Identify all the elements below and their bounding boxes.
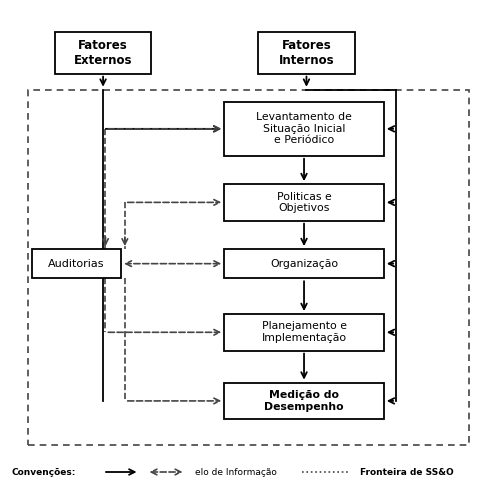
Text: Planejamento e
Implementação: Planejamento e Implementação (262, 321, 347, 343)
FancyBboxPatch shape (55, 32, 151, 73)
Text: Fatores
Internos: Fatores Internos (279, 39, 334, 67)
Text: Auditorias: Auditorias (48, 259, 105, 269)
FancyBboxPatch shape (224, 249, 384, 279)
Text: Levantamento de
Situação Inicial
e Periódico: Levantamento de Situação Inicial e Perió… (256, 112, 352, 145)
Text: Fronteira de SS&O: Fronteira de SS&O (360, 467, 453, 477)
FancyBboxPatch shape (224, 314, 384, 351)
FancyBboxPatch shape (224, 383, 384, 420)
Text: Medição do
Desempenho: Medição do Desempenho (264, 390, 344, 412)
FancyBboxPatch shape (258, 32, 355, 73)
FancyBboxPatch shape (32, 249, 121, 279)
FancyBboxPatch shape (224, 102, 384, 156)
Text: Politicas e
Objetivos: Politicas e Objetivos (277, 192, 331, 213)
FancyBboxPatch shape (224, 184, 384, 221)
Text: elo de Informação: elo de Informação (195, 467, 277, 477)
Text: Fatores
Externos: Fatores Externos (74, 39, 132, 67)
Text: Convenções:: Convenções: (11, 467, 75, 477)
Text: Organização: Organização (270, 259, 338, 269)
